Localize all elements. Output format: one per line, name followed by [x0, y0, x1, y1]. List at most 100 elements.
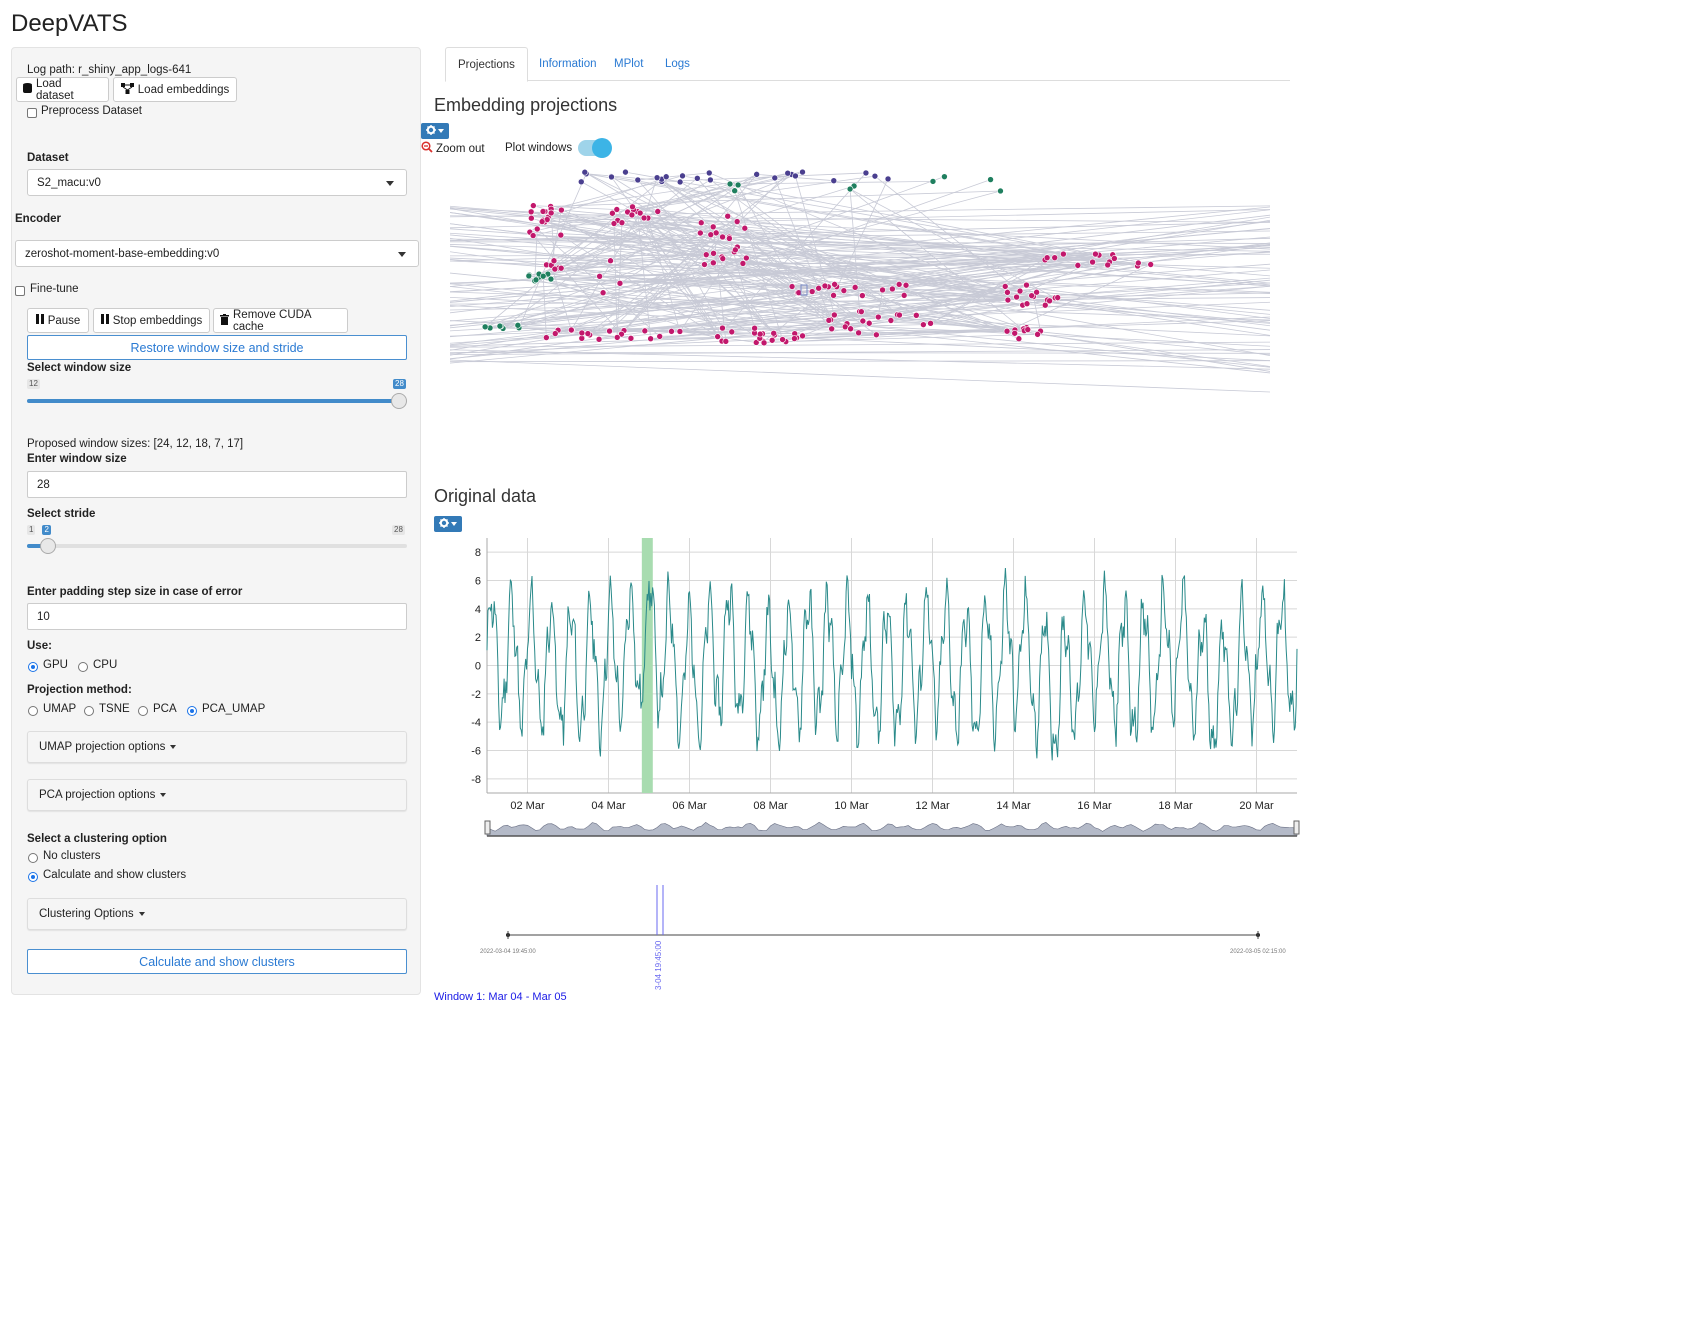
plot-windows-toggle[interactable] — [578, 138, 612, 158]
projection-point — [709, 223, 717, 231]
range-handle-left[interactable] — [484, 820, 491, 835]
x-tick-label: 08 Mar — [753, 800, 788, 812]
projection-path-segment — [450, 208, 1270, 357]
gear-icon — [426, 124, 436, 138]
encoder-select[interactable]: zeroshot-moment-base-embedding:v0 — [15, 240, 419, 267]
projection-point — [722, 338, 730, 345]
stop-embeddings-button[interactable]: Stop embeddings — [93, 308, 210, 333]
projection-point — [828, 325, 835, 333]
projection-path-segment — [450, 301, 1270, 337]
tab-logs[interactable]: Logs — [665, 58, 690, 70]
projection-path-segment — [529, 172, 788, 233]
projection-point — [830, 177, 838, 184]
projection-path-segment — [450, 349, 1270, 356]
range-handle-right[interactable] — [1293, 820, 1300, 835]
dataset-select[interactable]: S2_macu:v0 — [27, 169, 407, 196]
projection-point — [997, 187, 1004, 195]
padding-input[interactable]: 10 — [27, 603, 407, 630]
tab-information[interactable]: Information — [539, 58, 597, 70]
projection-path-segment — [450, 351, 1270, 354]
projection-point — [694, 175, 701, 182]
proposed-window-sizes: Proposed window sizes: [24, 12, 18, 7, 1… — [27, 438, 244, 450]
load-embeddings-button[interactable]: Load embeddings — [113, 77, 237, 102]
slider-handle[interactable] — [391, 393, 407, 409]
projection-point — [927, 320, 934, 327]
log-path: Log path: r_shiny_app_logs-641 — [27, 64, 192, 76]
projection-point — [815, 284, 822, 292]
window-marker-label: 3-04 19:45:00 — [654, 940, 663, 990]
embedding-projection-plot[interactable] — [450, 165, 1270, 395]
projection-point — [628, 211, 636, 219]
original-settings-button[interactable] — [434, 516, 462, 532]
projection-path-segment — [450, 297, 1270, 305]
umap-radio[interactable] — [28, 706, 38, 716]
projection-point — [1015, 335, 1023, 343]
tsne-radio[interactable] — [84, 706, 94, 716]
zoom-out-button[interactable]: Zoom out — [421, 141, 485, 156]
pca-options-toggle[interactable]: PCA projection options — [27, 779, 407, 811]
load-dataset-button[interactable]: Load dataset — [16, 77, 109, 102]
range-selector[interactable] — [484, 820, 1300, 837]
pca-umap-radio[interactable] — [187, 706, 197, 716]
projection-point — [752, 339, 760, 346]
projection-point — [913, 311, 920, 319]
tab-projections[interactable]: Projections — [445, 47, 528, 82]
x-tick-label: 20 Mar — [1239, 800, 1274, 812]
window-size-input[interactable]: 28 — [27, 471, 407, 498]
original-data-chart[interactable]: 8 6 4 2 0 -2 -4 -6 -8 02 Mar 04 Mar 06 Mar 08 Mar 10… — [440, 528, 1300, 848]
projection-point — [676, 328, 684, 335]
umap-options-toggle[interactable]: UMAP projection options — [27, 731, 407, 763]
pca-radio[interactable] — [138, 706, 148, 716]
projection-point — [920, 321, 927, 328]
projection-path-segment — [450, 245, 1270, 285]
projection-point — [1003, 327, 1011, 335]
finetune-checkbox[interactable] — [15, 286, 25, 296]
projection-point — [707, 176, 714, 184]
projection-path-segment — [715, 174, 792, 234]
load-embeddings-label: Load embeddings — [137, 83, 230, 96]
x-tick-label: 18 Mar — [1158, 800, 1193, 812]
projection-point — [1023, 281, 1030, 289]
slider-track[interactable] — [27, 544, 407, 548]
calculate-clusters-button[interactable]: Calculate and show clusters — [27, 949, 407, 974]
projection-point — [640, 214, 648, 222]
projection-path-segment — [794, 328, 1024, 339]
calculate-clusters-radio[interactable] — [28, 872, 38, 882]
cpu-radio[interactable] — [78, 662, 88, 672]
gpu-label: GPU — [43, 659, 68, 671]
projection-point — [889, 285, 896, 293]
projection-point — [760, 339, 768, 347]
projection-point — [831, 281, 838, 288]
projection-point — [792, 172, 799, 180]
projection-path-segment — [547, 273, 1048, 301]
encoder-label: Encoder — [15, 213, 62, 225]
remove-cuda-label: Remove CUDA cache — [233, 308, 311, 333]
pause-button[interactable]: Pause — [27, 308, 89, 333]
preprocess-checkbox[interactable] — [27, 108, 37, 118]
projection-settings-button[interactable] — [421, 123, 449, 139]
no-clusters-radio[interactable] — [28, 853, 38, 863]
projection-path-segment — [650, 330, 1008, 340]
umap-label: UMAP — [43, 703, 77, 715]
restore-window-button[interactable]: Restore window size and stride — [27, 335, 407, 360]
projection-point — [547, 209, 555, 217]
tab-mplot[interactable]: MPlot — [614, 58, 644, 70]
slider-handle[interactable] — [40, 538, 57, 554]
projection-point — [528, 214, 535, 222]
projection-point — [851, 284, 859, 291]
use-label: Use: — [27, 640, 52, 652]
projection-point — [1043, 254, 1051, 262]
projection-path-segment — [450, 205, 1270, 218]
projection-point — [613, 334, 621, 341]
x-tick-label: 14 Mar — [996, 800, 1031, 812]
projection-point — [858, 308, 865, 315]
slider-min-label: 1 — [27, 525, 36, 535]
gpu-radio[interactable] — [28, 662, 38, 672]
clustering-options-toggle[interactable]: Clustering Options — [27, 898, 407, 930]
zoom-out-label: Zoom out — [436, 142, 485, 155]
projection-point — [753, 171, 760, 178]
window-timeline[interactable]: 2022-03-04 19:45:00 2022-03-05 02:15:00 … — [470, 875, 1290, 995]
remove-cuda-button[interactable]: Remove CUDA cache — [213, 308, 348, 333]
projection-point — [676, 178, 684, 186]
projection-point — [1111, 255, 1118, 262]
